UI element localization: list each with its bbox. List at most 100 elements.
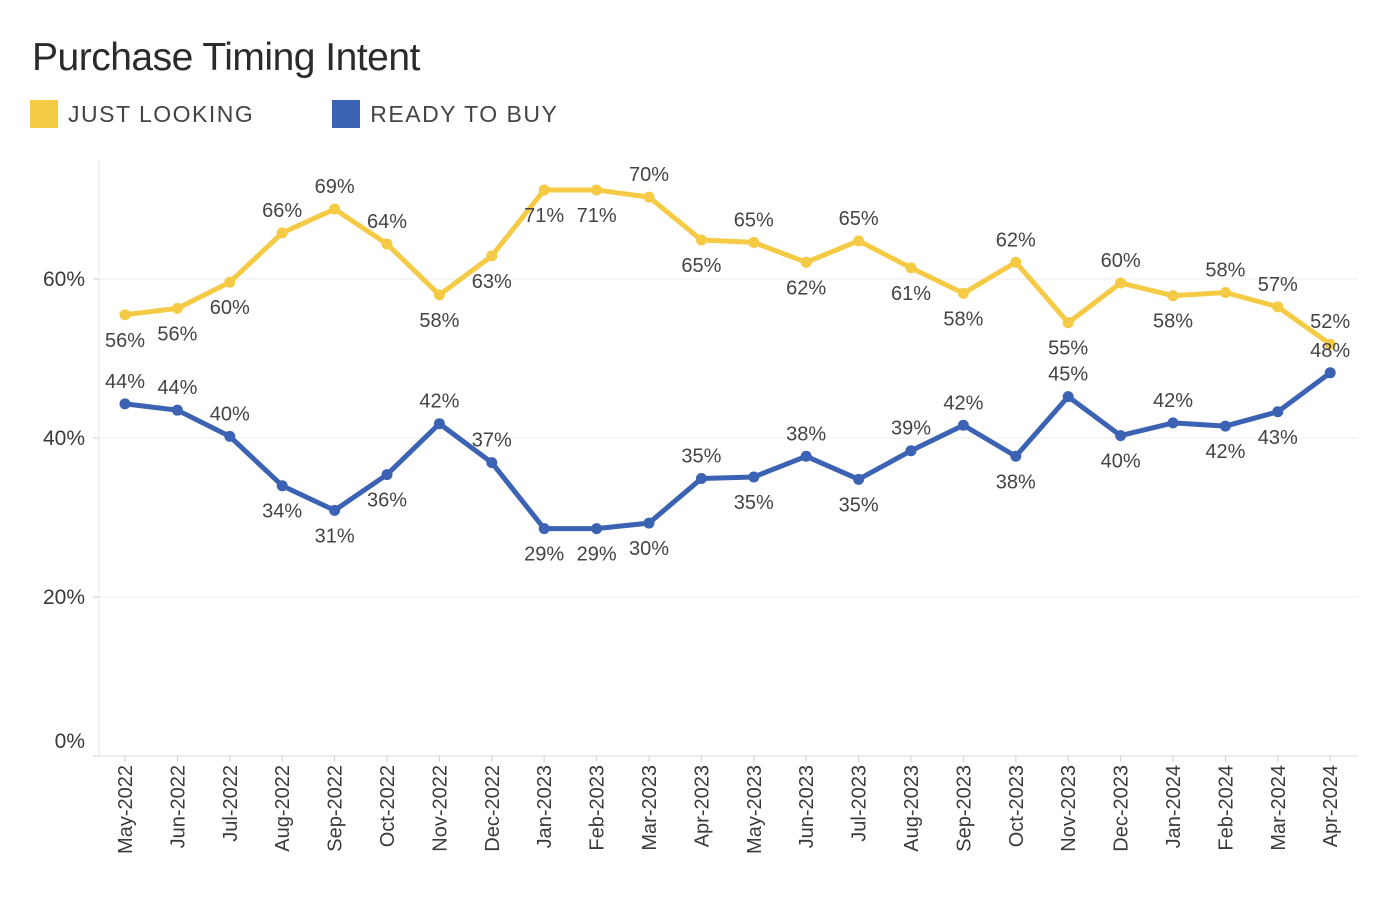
legend-item-ready-to-buy[interactable]: READY TO BUY	[332, 100, 558, 128]
data-label-ready-to-buy: 31%	[315, 525, 355, 547]
x-tick-label: May-2023	[744, 765, 766, 854]
data-label-just-looking: 61%	[891, 283, 931, 305]
x-tick-label: Mar-2024	[1268, 765, 1290, 851]
data-label-just-looking: 66%	[262, 200, 302, 222]
data-label-ready-to-buy: 38%	[786, 423, 826, 445]
data-label-ready-to-buy: 30%	[629, 538, 669, 560]
legend-swatch-just-looking	[30, 100, 58, 128]
x-tick-label: Jun-2022	[167, 765, 189, 848]
data-point-ready-to-buy	[224, 430, 236, 442]
legend-label-ready-to-buy: READY TO BUY	[370, 100, 559, 127]
legend: JUST LOOKING READY TO BUY	[30, 100, 636, 128]
data-point-just-looking	[957, 287, 969, 299]
data-point-just-looking	[1010, 256, 1022, 268]
x-tick-label: Feb-2024	[1215, 765, 1237, 851]
x-tick-label: May-2022	[115, 765, 137, 854]
data-point-just-looking	[905, 262, 917, 274]
data-label-just-looking: 60%	[210, 297, 250, 319]
data-label-just-looking: 56%	[105, 330, 145, 352]
data-label-ready-to-buy: 43%	[1258, 427, 1298, 449]
x-tick-label: Jan-2023	[534, 765, 556, 848]
data-point-ready-to-buy	[276, 480, 288, 492]
data-point-ready-to-buy	[1062, 391, 1074, 403]
data-label-just-looking: 63%	[472, 271, 512, 293]
x-tick-label: Jul-2023	[849, 765, 871, 842]
data-label-just-looking: 55%	[1048, 338, 1088, 360]
data-label-just-looking: 58%	[1205, 260, 1245, 282]
data-point-just-looking	[1167, 290, 1179, 302]
legend-item-just-looking[interactable]: JUST LOOKING	[30, 100, 254, 128]
x-tick-label: Apr-2024	[1320, 765, 1342, 847]
data-point-just-looking	[591, 184, 603, 196]
data-point-ready-to-buy	[1167, 417, 1179, 429]
data-label-just-looking: 58%	[1153, 311, 1193, 333]
y-tick-label: 0%	[55, 730, 85, 753]
data-label-ready-to-buy: 38%	[996, 471, 1036, 493]
y-tick-label: 20%	[43, 586, 85, 609]
x-tick-label: Aug-2022	[272, 765, 294, 852]
x-tick-label: Jun-2023	[796, 765, 818, 848]
data-label-just-looking: 71%	[524, 205, 564, 227]
series-line-ready-to-buy	[122, 370, 1333, 532]
data-point-just-looking	[329, 203, 341, 215]
data-point-ready-to-buy	[538, 523, 550, 535]
data-point-ready-to-buy	[748, 471, 760, 483]
legend-swatch-ready-to-buy	[332, 100, 361, 128]
data-label-ready-to-buy: 29%	[577, 544, 617, 566]
data-label-just-looking: 52%	[1310, 311, 1350, 333]
data-point-ready-to-buy	[1272, 406, 1284, 418]
data-point-just-looking	[1272, 301, 1284, 313]
x-tick-label: Apr-2023	[691, 765, 713, 847]
data-label-ready-to-buy: 45%	[1048, 364, 1088, 386]
data-point-just-looking	[486, 250, 498, 262]
data-label-ready-to-buy: 42%	[943, 392, 983, 414]
x-tick-label: Nov-2023	[1058, 765, 1080, 852]
data-label-ready-to-buy: 35%	[681, 446, 721, 468]
data-label-ready-to-buy: 34%	[262, 501, 302, 523]
data-label-just-looking: 57%	[1258, 274, 1298, 296]
data-point-ready-to-buy	[957, 419, 969, 431]
data-label-just-looking: 58%	[943, 308, 983, 330]
data-label-just-looking: 60%	[1101, 250, 1141, 272]
x-tick-label: Jan-2024	[1163, 765, 1185, 848]
data-point-ready-to-buy	[486, 457, 498, 469]
data-point-just-looking	[643, 191, 655, 203]
x-tick-label: Dec-2023	[1111, 765, 1133, 852]
data-label-just-looking: 62%	[996, 229, 1036, 251]
data-label-just-looking: 58%	[419, 310, 459, 332]
data-point-ready-to-buy	[1115, 430, 1127, 442]
data-point-just-looking	[1219, 287, 1231, 299]
data-point-just-looking	[276, 227, 288, 239]
data-point-ready-to-buy	[853, 473, 865, 485]
y-tick-label: 40%	[43, 427, 85, 450]
data-point-just-looking	[381, 238, 393, 250]
data-label-just-looking: 64%	[367, 211, 407, 233]
x-tick-label: Sep-2023	[953, 765, 975, 852]
x-tick-label: Oct-2022	[377, 765, 399, 847]
data-point-ready-to-buy	[800, 450, 812, 462]
data-point-just-looking	[171, 302, 183, 314]
data-point-just-looking	[1062, 317, 1074, 329]
data-label-just-looking: 70%	[629, 164, 669, 186]
data-label-just-looking: 71%	[577, 205, 617, 227]
x-tick-label: Mar-2023	[639, 765, 661, 851]
y-tick-label: 60%	[43, 268, 85, 291]
x-tick-label: Nov-2022	[429, 765, 451, 852]
data-label-ready-to-buy: 44%	[105, 371, 145, 393]
data-label-ready-to-buy: 40%	[1101, 451, 1141, 473]
legend-label-just-looking: JUST LOOKING	[68, 100, 255, 127]
data-label-just-looking: 56%	[157, 323, 197, 345]
data-label-ready-to-buy: 44%	[157, 377, 197, 399]
data-point-ready-to-buy	[1219, 420, 1231, 432]
data-point-ready-to-buy	[695, 473, 707, 485]
data-point-just-looking	[1115, 277, 1127, 289]
data-label-just-looking: 62%	[786, 277, 826, 299]
chart-title: Purchase Timing Intent	[32, 36, 420, 79]
data-label-ready-to-buy: 29%	[524, 544, 564, 566]
data-point-just-looking	[119, 309, 131, 321]
data-point-ready-to-buy	[1010, 450, 1022, 462]
data-point-just-looking	[695, 234, 707, 246]
data-point-ready-to-buy	[433, 418, 445, 430]
x-tick-label: Oct-2023	[1006, 765, 1028, 847]
